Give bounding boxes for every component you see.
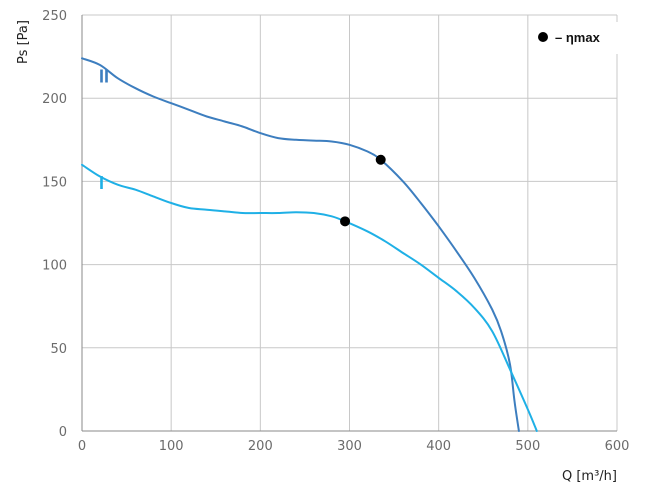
series-label-ii: II [99,66,109,86]
x-tick-label: 200 [248,439,273,454]
x-tick-label: 500 [515,439,540,454]
x-tick-label: 300 [337,439,362,454]
eta-max-point-i [340,216,351,227]
series-curves [81,57,538,432]
eta-max-point-ii [375,154,386,165]
legend: – ηmax [530,22,618,54]
y-axis-title: Ps [Pa] [16,20,31,64]
x-tick-label: 600 [605,439,630,454]
series-line-ii [81,57,520,432]
eta-max-markers [340,154,386,227]
y-tick-label: 100 [42,259,67,274]
x-axis-title: Q [m³/h] [562,469,617,484]
series-labels: III [99,66,109,192]
x-tick-label: 100 [159,439,184,454]
series-label-i: I [99,173,104,193]
legend-label: – ηmax [555,30,601,45]
x-tick-label: 400 [426,439,451,454]
tick-labels: 0 100 200 300 400 500 600 0 50 100 150 200 250 [42,9,629,454]
axes [81,15,617,432]
grid-lines [82,14,618,431]
y-tick-label: 200 [42,92,67,107]
series-line-i [81,163,538,432]
y-tick-label: 50 [50,342,67,357]
y-tick-label: 250 [42,9,67,24]
y-tick-label: 150 [42,175,67,190]
x-tick-label: 0 [78,439,86,454]
legend-marker-dot [538,32,548,42]
y-tick-label: 0 [59,425,67,440]
